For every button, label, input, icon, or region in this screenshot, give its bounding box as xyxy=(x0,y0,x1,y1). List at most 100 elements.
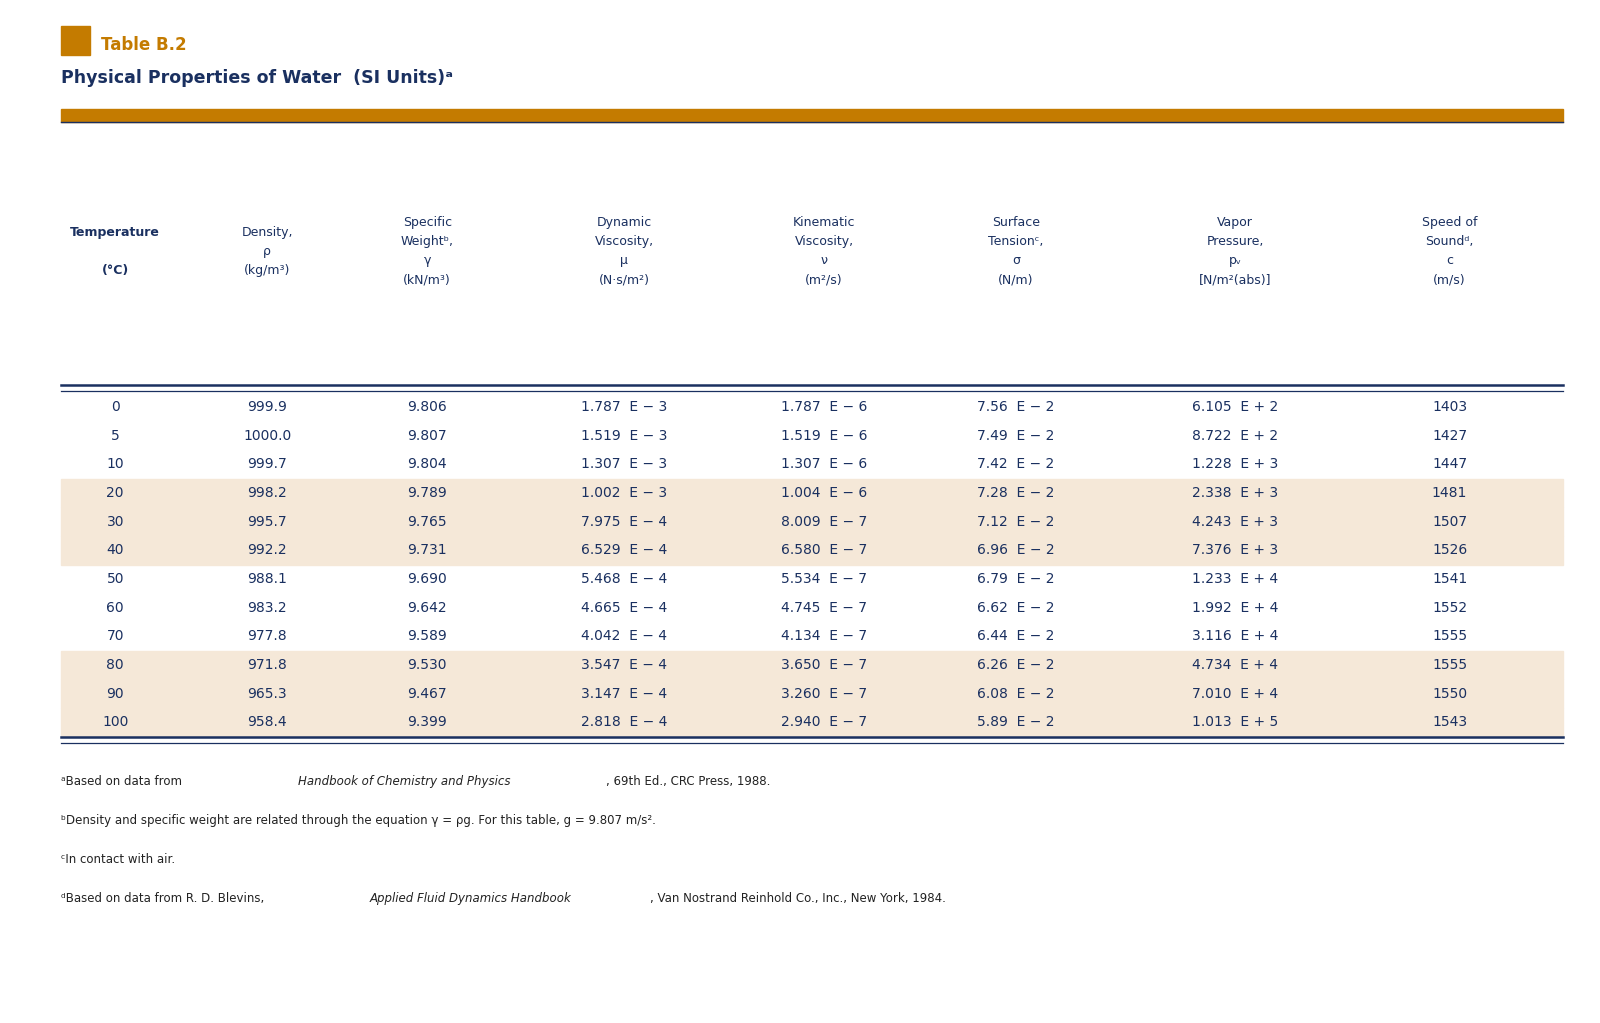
Text: 4.665  E − 4: 4.665 E − 4 xyxy=(581,601,667,615)
Text: 8.009  E − 7: 8.009 E − 7 xyxy=(781,515,867,529)
Text: 3.650  E − 7: 3.650 E − 7 xyxy=(781,658,867,672)
Text: Kinematic
Viscosity,
ν
(m²/s): Kinematic Viscosity, ν (m²/s) xyxy=(792,216,856,286)
Bar xyxy=(61,651,1563,679)
Text: 7.28  E − 2: 7.28 E − 2 xyxy=(978,486,1054,500)
Text: 1507: 1507 xyxy=(1432,515,1467,529)
Text: 1543: 1543 xyxy=(1432,715,1467,729)
Text: 30: 30 xyxy=(107,515,123,529)
Text: Temperature

(°C): Temperature (°C) xyxy=(70,226,160,276)
Text: 20: 20 xyxy=(107,486,123,500)
Text: , Van Nostrand Reinhold Co., Inc., New York, 1984.: , Van Nostrand Reinhold Co., Inc., New Y… xyxy=(650,892,946,905)
Text: 9.806: 9.806 xyxy=(408,400,446,414)
Text: 9.690: 9.690 xyxy=(408,572,446,586)
Text: 50: 50 xyxy=(107,572,123,586)
Text: 999.9: 999.9 xyxy=(248,400,286,414)
Text: 40: 40 xyxy=(107,543,123,558)
Text: 1.228  E + 3: 1.228 E + 3 xyxy=(1192,457,1278,472)
Text: 4.134  E − 7: 4.134 E − 7 xyxy=(781,629,867,643)
Bar xyxy=(61,479,1563,507)
Text: 7.975  E − 4: 7.975 E − 4 xyxy=(581,515,667,529)
Text: 9.589: 9.589 xyxy=(408,629,446,643)
Text: 7.56  E − 2: 7.56 E − 2 xyxy=(978,400,1054,414)
Text: ᵈBased on data from R. D. Blevins,: ᵈBased on data from R. D. Blevins, xyxy=(61,892,267,905)
Text: 7.49  E − 2: 7.49 E − 2 xyxy=(978,429,1054,443)
Text: 9.642: 9.642 xyxy=(408,601,446,615)
Text: 1.013  E + 5: 1.013 E + 5 xyxy=(1192,715,1278,729)
Text: 4.734  E + 4: 4.734 E + 4 xyxy=(1192,658,1278,672)
Text: 1000.0: 1000.0 xyxy=(243,429,291,443)
Text: 7.12  E − 2: 7.12 E − 2 xyxy=(978,515,1054,529)
Text: Specific
Weightᵇ,
γ
(kN/m³): Specific Weightᵇ, γ (kN/m³) xyxy=(400,216,454,286)
Text: 6.44  E − 2: 6.44 E − 2 xyxy=(978,629,1054,643)
Text: 4.042  E − 4: 4.042 E − 4 xyxy=(581,629,667,643)
Text: 1.519  E − 6: 1.519 E − 6 xyxy=(781,429,867,443)
Text: 1555: 1555 xyxy=(1432,658,1467,672)
Text: 100: 100 xyxy=(102,715,128,729)
Text: 1.002  E − 3: 1.002 E − 3 xyxy=(581,486,667,500)
Text: 10: 10 xyxy=(106,457,125,472)
Text: 1.233  E + 4: 1.233 E + 4 xyxy=(1192,572,1278,586)
Text: 5.468  E − 4: 5.468 E − 4 xyxy=(581,572,667,586)
Text: 9.731: 9.731 xyxy=(408,543,446,558)
Text: ᵃBased on data from: ᵃBased on data from xyxy=(61,775,186,789)
Text: Dynamic
Viscosity,
μ
(N·s/m²): Dynamic Viscosity, μ (N·s/m²) xyxy=(595,216,653,286)
Text: 9.467: 9.467 xyxy=(408,686,446,701)
Text: 1526: 1526 xyxy=(1432,543,1467,558)
Text: 3.147  E − 4: 3.147 E − 4 xyxy=(581,686,667,701)
Text: 1.992  E + 4: 1.992 E + 4 xyxy=(1192,601,1278,615)
Text: , 69th Ed., CRC Press, 1988.: , 69th Ed., CRC Press, 1988. xyxy=(606,775,771,789)
Text: 995.7: 995.7 xyxy=(248,515,286,529)
Text: 1.787  E − 6: 1.787 E − 6 xyxy=(781,400,867,414)
Text: Physical Properties of Water  (SI Units)ᵃ: Physical Properties of Water (SI Units)ᵃ xyxy=(61,69,453,87)
Text: 1552: 1552 xyxy=(1432,601,1467,615)
Text: Vapor
Pressure,
pᵥ
[N/m²(abs)]: Vapor Pressure, pᵥ [N/m²(abs)] xyxy=(1198,216,1272,286)
Text: 6.62  E − 2: 6.62 E − 2 xyxy=(978,601,1054,615)
Text: 9.807: 9.807 xyxy=(408,429,446,443)
Text: 0: 0 xyxy=(110,400,120,414)
Text: 1427: 1427 xyxy=(1432,429,1467,443)
Text: 971.8: 971.8 xyxy=(248,658,286,672)
Text: 9.789: 9.789 xyxy=(408,486,446,500)
Text: Density,
ρ
(kg/m³): Density, ρ (kg/m³) xyxy=(242,226,293,276)
Text: 6.26  E − 2: 6.26 E − 2 xyxy=(978,658,1054,672)
Text: 1447: 1447 xyxy=(1432,457,1467,472)
Text: 1.004  E − 6: 1.004 E − 6 xyxy=(781,486,867,500)
Text: 999.7: 999.7 xyxy=(248,457,286,472)
Text: 7.42  E − 2: 7.42 E − 2 xyxy=(978,457,1054,472)
Text: Applied Fluid Dynamics Handbook: Applied Fluid Dynamics Handbook xyxy=(370,892,571,905)
Text: 3.547  E − 4: 3.547 E − 4 xyxy=(581,658,667,672)
Text: 6.08  E − 2: 6.08 E − 2 xyxy=(978,686,1054,701)
Text: ᵇDensity and specific weight are related through the equation γ = ρg. For this t: ᵇDensity and specific weight are related… xyxy=(61,814,656,828)
Text: 9.804: 9.804 xyxy=(408,457,446,472)
Text: 1555: 1555 xyxy=(1432,629,1467,643)
Text: 3.260  E − 7: 3.260 E − 7 xyxy=(781,686,867,701)
Bar xyxy=(61,27,90,55)
Text: 1481: 1481 xyxy=(1432,486,1467,500)
Text: 977.8: 977.8 xyxy=(248,629,286,643)
Text: 965.3: 965.3 xyxy=(248,686,286,701)
Text: 3.116  E + 4: 3.116 E + 4 xyxy=(1192,629,1278,643)
Text: Speed of
Soundᵈ,
c
(m/s): Speed of Soundᵈ, c (m/s) xyxy=(1422,216,1477,286)
Text: 1.307  E − 6: 1.307 E − 6 xyxy=(781,457,867,472)
Text: 998.2: 998.2 xyxy=(248,486,286,500)
Text: Handbook of Chemistry and Physics: Handbook of Chemistry and Physics xyxy=(298,775,510,789)
Text: 992.2: 992.2 xyxy=(248,543,286,558)
Text: 1550: 1550 xyxy=(1432,686,1467,701)
Text: 5.89  E − 2: 5.89 E − 2 xyxy=(978,715,1054,729)
Text: 8.722  E + 2: 8.722 E + 2 xyxy=(1192,429,1278,443)
Text: 9.399: 9.399 xyxy=(408,715,446,729)
Text: 2.338  E + 3: 2.338 E + 3 xyxy=(1192,486,1278,500)
Text: 7.376  E + 3: 7.376 E + 3 xyxy=(1192,543,1278,558)
Text: 1.307  E − 3: 1.307 E − 3 xyxy=(581,457,667,472)
Text: Table B.2: Table B.2 xyxy=(101,36,187,54)
Text: 6.79  E − 2: 6.79 E − 2 xyxy=(978,572,1054,586)
Text: 4.243  E + 3: 4.243 E + 3 xyxy=(1192,515,1278,529)
Text: 90: 90 xyxy=(106,686,125,701)
Text: 60: 60 xyxy=(106,601,125,615)
Text: 70: 70 xyxy=(107,629,123,643)
Text: 958.4: 958.4 xyxy=(248,715,286,729)
Bar xyxy=(61,536,1563,565)
Text: 2.818  E − 4: 2.818 E − 4 xyxy=(581,715,667,729)
Bar xyxy=(61,109,1563,122)
Text: 6.580  E − 7: 6.580 E − 7 xyxy=(781,543,867,558)
